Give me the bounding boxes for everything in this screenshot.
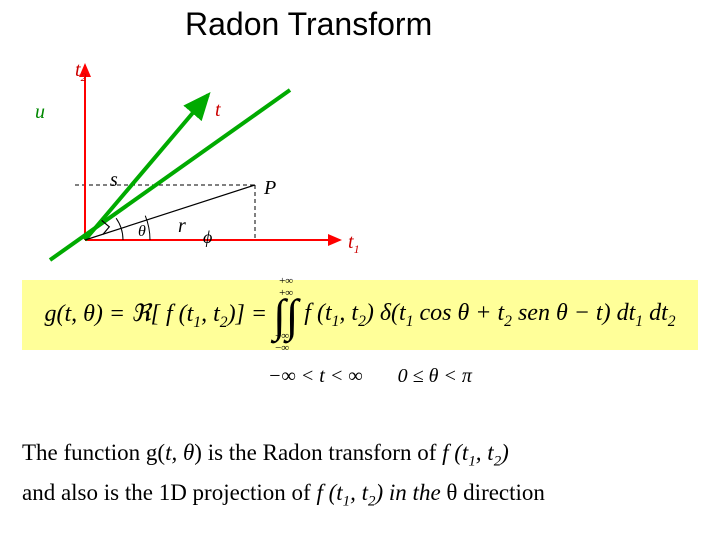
- svg-text:θ: θ: [138, 223, 146, 240]
- svg-text:r: r: [178, 215, 186, 237]
- svg-text:ϕ: ϕ: [203, 227, 212, 247]
- radon-diagram: t2 t1 u t s r θ ϕ P: [30, 50, 390, 270]
- svg-text:P: P: [263, 177, 276, 199]
- description-line-2: and also is the 1D projection of f (t1, …: [22, 480, 545, 511]
- svg-text:t1: t1: [348, 231, 360, 256]
- formula-integrand: f (t1, t2) δ(t1 cos θ + t2 sen θ − t) dt…: [304, 300, 675, 331]
- svg-text:t2: t2: [75, 59, 87, 84]
- double-integral: ∫∫ +∞ +∞ −∞ −∞: [273, 289, 298, 342]
- svg-text:t: t: [215, 99, 221, 121]
- svg-text:s: s: [110, 169, 118, 191]
- formula-lhs: g(t, θ) = ℜ[ f (t1, t2)] =: [44, 299, 267, 332]
- svg-text:u: u: [35, 101, 45, 123]
- variable-ranges: −∞ < t < ∞ 0 ≤ θ < π: [120, 365, 620, 388]
- description-line-1: The function g(t, θ) is the Radon transf…: [22, 440, 509, 471]
- diagram-svg: t2 t1 u t s r θ ϕ P: [30, 50, 390, 270]
- formula-box: g(t, θ) = ℜ[ f (t1, t2)] = ∫∫ +∞ +∞ −∞ −…: [22, 280, 698, 350]
- slide-title: Radon Transform: [185, 6, 432, 43]
